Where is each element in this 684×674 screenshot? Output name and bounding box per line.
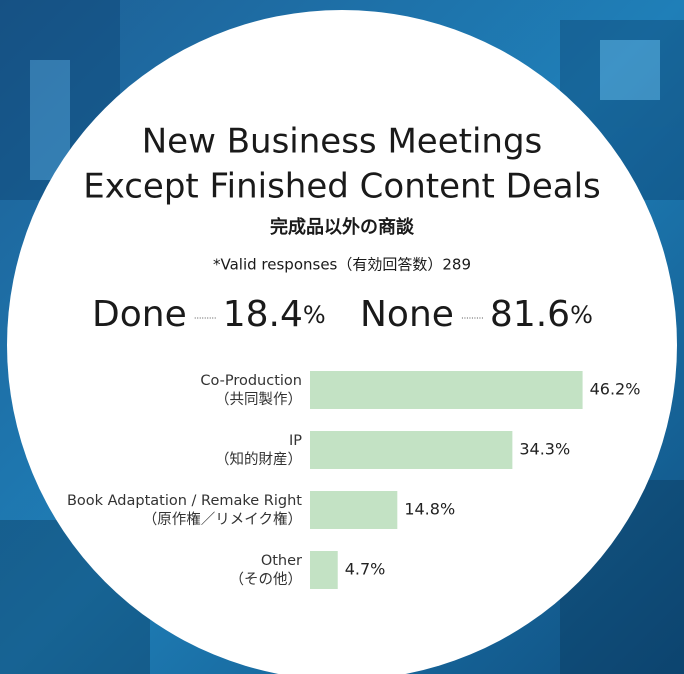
bar xyxy=(310,491,398,529)
bar-chart: Co-Production （共同製作） 46.2% IP （知的財産） 34.3% Boo… xyxy=(67,371,640,589)
bar xyxy=(310,551,338,589)
value-label: 34.3% xyxy=(519,440,570,459)
summary: Done 18.4% None 81.6% xyxy=(92,294,593,335)
summary-label: None xyxy=(360,294,454,335)
category-label: Co-Production xyxy=(200,373,302,389)
subtitle: 完成品以外の商談 xyxy=(270,216,415,238)
title-line: Except Finished Content Deals xyxy=(83,167,601,207)
title-line: New Business Meetings xyxy=(142,122,543,162)
summary-unit: % xyxy=(570,301,593,329)
category-label: IP xyxy=(289,433,302,449)
bar xyxy=(310,431,513,469)
category-sublabel: （知的財産） xyxy=(215,451,302,468)
value-label: 14.8% xyxy=(404,500,455,519)
value-label: 4.7% xyxy=(345,560,386,579)
category-sublabel: （原作権／リメイク権） xyxy=(143,511,302,528)
category-label: Other xyxy=(261,553,302,569)
category-label: Book Adaptation / Remake Right xyxy=(67,493,302,509)
summary-number: 18.4 xyxy=(223,294,303,335)
summary-value: 18.4% xyxy=(223,294,326,335)
summary-label: Done xyxy=(92,294,187,335)
category-sublabel: （その他） xyxy=(230,571,303,588)
summary-value: 81.6% xyxy=(490,294,593,335)
value-label: 46.2% xyxy=(590,380,641,399)
white-circle xyxy=(7,10,677,674)
category-sublabel: （共同製作） xyxy=(215,391,302,408)
bar xyxy=(310,371,583,409)
summary-unit: % xyxy=(303,301,326,329)
note: *Valid responses（有効回答数）289 xyxy=(213,256,471,274)
summary-number: 81.6 xyxy=(490,294,570,335)
